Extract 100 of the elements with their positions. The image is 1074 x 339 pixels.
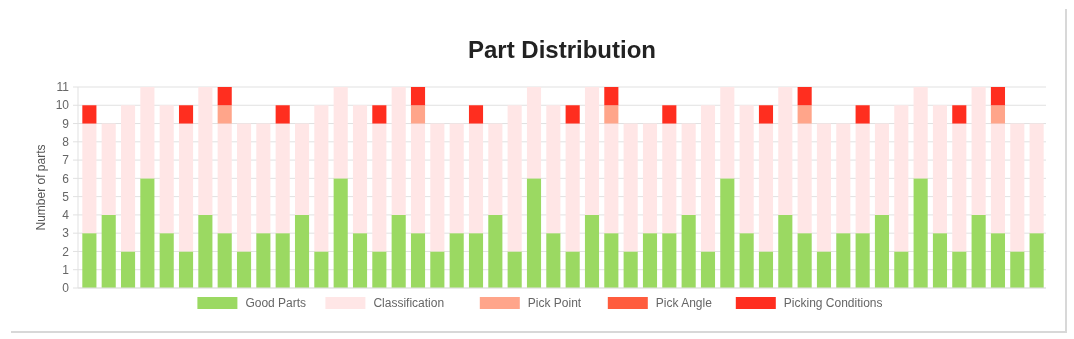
bar [874, 123, 890, 215]
bar [294, 123, 310, 215]
bar [391, 214, 406, 288]
bar [178, 123, 194, 252]
bar [140, 178, 155, 288]
bar [159, 233, 174, 288]
y-tick-label: 10 [55, 98, 70, 113]
bar [662, 123, 677, 234]
bar [758, 123, 774, 252]
bar [198, 87, 213, 215]
bar [797, 87, 812, 106]
bar [952, 105, 967, 124]
bar [797, 123, 812, 234]
bar [855, 105, 870, 124]
bar [352, 233, 368, 288]
bar [352, 105, 368, 234]
bar [1010, 123, 1025, 252]
bar [410, 87, 426, 106]
bar [816, 123, 832, 252]
legend-label: Good Parts [245, 296, 307, 311]
bar [526, 178, 542, 288]
bar [101, 123, 116, 215]
y-tick-label: 6 [62, 171, 70, 186]
bar [913, 87, 928, 179]
bar [236, 123, 252, 252]
bar [468, 105, 484, 124]
bar [217, 87, 232, 106]
bar [584, 214, 600, 288]
bar [217, 105, 232, 124]
bar [198, 214, 213, 288]
y-tick-label: 3 [62, 226, 70, 241]
bar [990, 233, 1006, 288]
bar [816, 251, 832, 288]
bar [739, 105, 754, 234]
y-tick-label: 1 [62, 262, 70, 277]
bar [778, 87, 793, 215]
bar [971, 214, 986, 288]
bar [468, 233, 484, 288]
bar [488, 123, 503, 215]
bar [565, 123, 580, 252]
bar [681, 123, 696, 215]
bar [932, 233, 948, 288]
bar [604, 233, 619, 288]
y-axis-title: Number of parts [34, 144, 48, 231]
bar [410, 123, 426, 234]
bar [758, 105, 774, 124]
bar [333, 87, 348, 179]
bar [275, 105, 290, 124]
bar [642, 123, 658, 234]
bar [700, 251, 716, 288]
bar [546, 105, 561, 234]
bar [526, 87, 542, 179]
bar [662, 105, 677, 124]
bar [681, 214, 696, 288]
bar [217, 123, 232, 234]
y-tick-label: 4 [62, 208, 70, 223]
bar [546, 233, 561, 288]
bar [894, 251, 909, 288]
bar [314, 105, 329, 252]
bar [275, 233, 290, 288]
y-tick-label: 7 [62, 153, 70, 168]
bar [430, 251, 445, 288]
legend-label: Pick Angle [655, 296, 713, 311]
bar [874, 214, 890, 288]
bar [565, 105, 580, 124]
bar [990, 105, 1006, 124]
bar [256, 123, 271, 234]
bar [120, 105, 136, 252]
bar [990, 87, 1006, 106]
y-tick-label: 8 [62, 135, 70, 150]
bar [642, 233, 658, 288]
bar [1029, 233, 1044, 288]
bar [623, 123, 638, 252]
bar [120, 251, 136, 288]
bar [410, 233, 426, 288]
bar [372, 123, 387, 252]
bar [932, 105, 948, 234]
bar [507, 105, 522, 252]
bar [314, 251, 329, 288]
y-tick-label: 2 [62, 244, 70, 259]
bar [758, 251, 774, 288]
y-tick-label: 5 [62, 189, 70, 204]
bar [256, 233, 271, 288]
bar [430, 123, 445, 252]
bar [159, 105, 174, 234]
y-tick-label: 11 [56, 80, 70, 95]
chart-title: Part Distribution [467, 36, 657, 63]
bar [178, 105, 194, 124]
bar [449, 123, 464, 234]
bar [971, 87, 986, 215]
bar [236, 251, 252, 288]
bar [410, 105, 426, 124]
bar [584, 87, 600, 215]
bar [140, 87, 155, 179]
y-tick-label: 0 [62, 281, 70, 296]
bar [82, 123, 97, 234]
bar [720, 87, 735, 179]
bar [217, 233, 232, 288]
legend-label: Picking Conditions [783, 296, 883, 311]
bar [178, 251, 194, 288]
